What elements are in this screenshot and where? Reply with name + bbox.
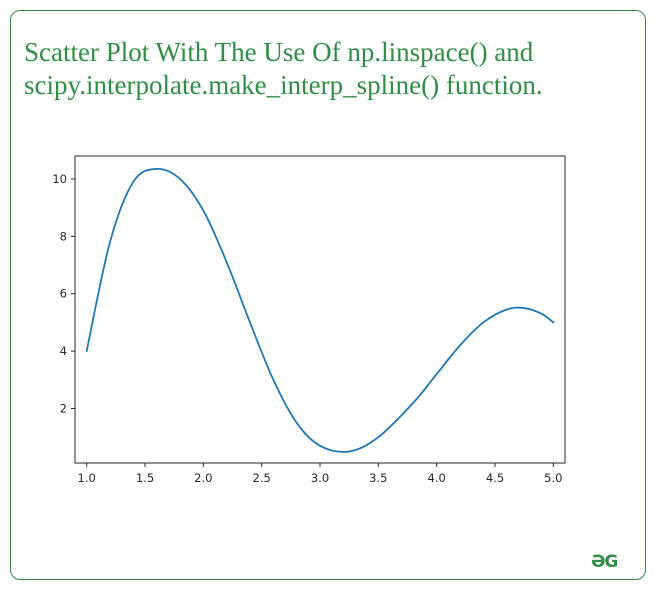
y-tick-label: 10 — [52, 172, 67, 186]
geeksforgeeks-logo: ƏG — [591, 552, 618, 572]
caption-line-1: Scatter Plot With The Use Of np.linspace… — [24, 37, 534, 67]
x-axis: 1.0 1.5 2.0 2.5 3.0 3.5 4.0 4.5 5.0 — [78, 463, 562, 485]
y-tick-label: 6 — [60, 287, 67, 301]
y-tick-label: 2 — [60, 401, 67, 415]
y-axis: 2 4 6 8 10 — [52, 172, 75, 415]
x-tick-label: 3.0 — [311, 471, 329, 485]
figure-caption: Scatter Plot With The Use Of np.linspace… — [24, 36, 624, 102]
y-tick-label: 8 — [60, 229, 67, 243]
series-line — [85, 168, 555, 453]
y-tick-label: 4 — [60, 344, 67, 358]
x-tick-label: 2.5 — [253, 471, 271, 485]
x-tick-label: 1.5 — [136, 471, 154, 485]
x-tick-label: 4.0 — [428, 471, 446, 485]
x-tick-label: 3.5 — [369, 471, 387, 485]
caption-line-2: scipy.interpolate.make_interp_spline() f… — [24, 70, 543, 100]
x-tick-label: 1.0 — [78, 471, 96, 485]
x-tick-label: 5.0 — [544, 471, 562, 485]
x-tick-label: 4.5 — [486, 471, 504, 485]
plot-area — [74, 155, 566, 464]
x-tick-label: 2.0 — [194, 471, 212, 485]
